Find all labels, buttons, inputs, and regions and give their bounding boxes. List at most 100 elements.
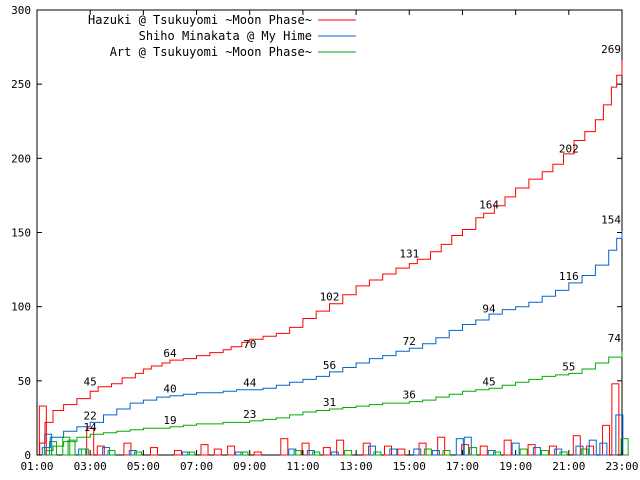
series-3-bar [80,448,89,456]
series-1-bar [280,438,289,456]
series-3-data-label: 31 [323,396,336,409]
series-3-data-label: 36 [403,389,416,402]
series-2-data-label: 44 [243,377,257,390]
legend-entry-1-label: Hazuki @ Tsukuyomi ~Moon Phase~ [88,13,312,27]
series-1-bar [173,450,182,456]
series-1-data-label: 131 [399,248,419,261]
series-1-bar [227,445,236,456]
series-1-bar [602,424,611,456]
series-1-bar [548,445,557,456]
series-2-bar [588,439,597,456]
series-1-bar [586,445,595,456]
y-tick-label: 0 [24,449,31,462]
series-3-data-label: 74 [608,332,622,345]
series-2-bar [44,433,53,456]
axes: 0 50 100 150 200 250 300 01:00 03:00 05:00 07:00 09… [11,4,638,473]
x-tick-label: 03:00 [74,460,107,473]
series-1-data-label: 64 [163,347,177,360]
x-tick-label: 15:00 [393,460,426,473]
series-1-bar [301,442,310,456]
legend-entry-2-label: Shiho Minakata @ My Hime [139,29,312,43]
series-3-bar [312,451,321,456]
series-1-bar [479,445,488,456]
series-3-bar [373,451,382,456]
series-2-line [37,231,623,456]
series-2-data-label: 154 [601,214,621,227]
x-tick-label: 19:00 [499,460,532,473]
series-1-bar [150,447,158,456]
plot-border [36,9,623,456]
series-3-bar [344,450,353,456]
series-2-bar [78,448,87,456]
series-1-data-label: 45 [84,375,97,388]
hourly-bars [38,383,629,456]
series-2-bar [463,436,472,456]
series-1-bar [336,439,345,456]
series-1-data-label: 202 [559,142,579,155]
series-1-bar [362,442,371,456]
y-tick-label: 200 [11,152,31,165]
series-2-bar [306,450,315,456]
series-3-bar [442,450,451,456]
series-1-bar [200,444,209,456]
x-tick-label: 01:00 [20,460,53,473]
x-tick-label: 09:00 [233,460,266,473]
series-3-bar [540,450,549,456]
y-tick-label: 50 [18,375,31,388]
series-3-bar [423,448,432,456]
series-2-data-label: 94 [482,303,496,316]
series-3-bar [67,439,76,456]
series-1-bar [123,442,132,456]
series-3-line [37,351,623,456]
series-2-bar [368,445,377,456]
x-tick-label: 11:00 [286,460,319,473]
series-3-bar [187,451,196,456]
series-2-bar [487,450,496,456]
series-2-data-label: 40 [163,383,176,396]
cumulative-lines [37,60,623,456]
series-2-bar [413,448,422,456]
series-1-bar [437,436,446,456]
series-2-data-label: 22 [84,409,97,422]
series-3-data-label: 55 [562,360,575,373]
y-tick-label: 250 [11,78,31,91]
y-tick-label: 100 [11,301,31,314]
x-tick-label: 05:00 [127,460,160,473]
series-1-bar [572,435,581,456]
series-1-data-label: 164 [479,199,499,212]
series-3-bar [580,448,589,456]
series-2-bar [455,438,464,456]
y-tick-label: 150 [11,227,31,240]
data-labels: 45 64 70 102 131 164 202 269 22 40 44 56 72 94 116 154 1… [84,43,622,434]
series-2-bar [532,447,541,456]
series-2-bar [389,448,398,456]
series-2-data-label: 56 [323,359,336,372]
series-2-bar [330,451,339,456]
x-tick-label: 07:00 [180,460,213,473]
x-tick-label: 23:00 [605,460,638,473]
series-1-bar [527,444,536,456]
series-2-data-label: 116 [559,270,579,283]
series-3-bar [469,447,478,456]
series-2-bar [288,448,297,456]
series-3-bar [620,438,629,456]
series-3-bar [107,450,116,456]
series-3-bar [240,451,249,456]
series-2-bar [102,447,111,456]
series-2-bar [235,451,244,456]
x-tick-label: 21:00 [552,460,585,473]
series-1-bar [96,445,105,456]
series-3-data-label: 14 [84,421,98,434]
series-1-bar [213,448,222,456]
series-1-bar [384,445,392,456]
series-2-data-label: 72 [403,335,416,348]
series-3-bar [134,451,143,456]
legend: Hazuki @ Tsukuyomi ~Moon Phase~ Shiho Min… [88,13,356,59]
series-2-bar [575,445,584,456]
series-2-bar [431,450,440,456]
series-1-bar [322,447,331,456]
legend-entry-3-label: Art @ Tsukuyomi ~Moon Phase~ [110,45,312,59]
x-tick-label: 13:00 [340,460,373,473]
series-1-bar [253,451,262,456]
series-2-bar [599,442,608,456]
